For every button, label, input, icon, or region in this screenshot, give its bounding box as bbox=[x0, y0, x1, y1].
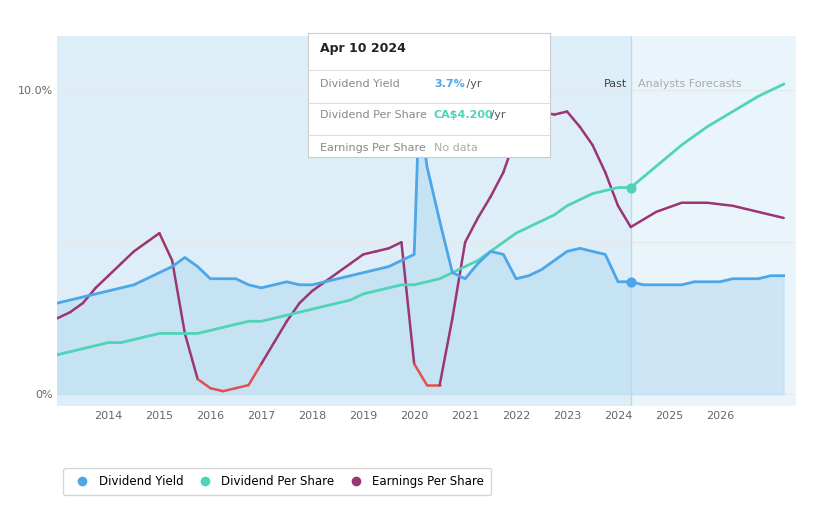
Text: Dividend Per Share: Dividend Per Share bbox=[320, 110, 427, 120]
Text: Apr 10 2024: Apr 10 2024 bbox=[320, 42, 406, 55]
Bar bbox=[57, 36, 631, 406]
Point bbox=[624, 278, 637, 286]
Bar bbox=[631, 36, 796, 406]
Text: Earnings Per Share: Earnings Per Share bbox=[320, 143, 426, 152]
Text: 3.7%: 3.7% bbox=[433, 79, 465, 89]
Text: Analysts Forecasts: Analysts Forecasts bbox=[639, 79, 742, 88]
Text: Past: Past bbox=[603, 79, 626, 88]
Text: CA$4.200: CA$4.200 bbox=[433, 110, 493, 120]
Text: No data: No data bbox=[433, 143, 478, 152]
Text: Dividend Yield: Dividend Yield bbox=[320, 79, 400, 89]
Legend: Dividend Yield, Dividend Per Share, Earnings Per Share: Dividend Yield, Dividend Per Share, Earn… bbox=[63, 468, 491, 495]
Point bbox=[624, 183, 637, 192]
Text: /yr: /yr bbox=[463, 79, 481, 89]
Text: /yr: /yr bbox=[487, 110, 506, 120]
